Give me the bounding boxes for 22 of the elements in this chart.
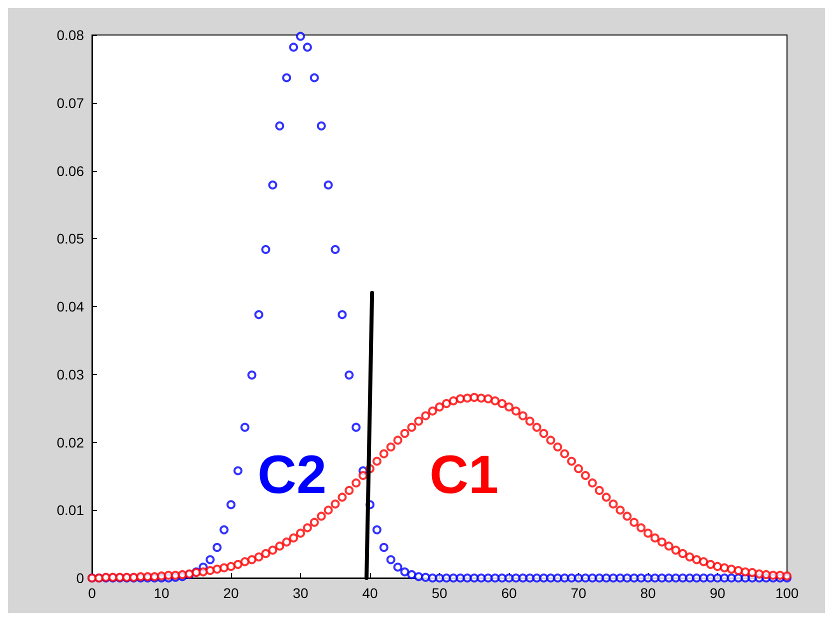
y-tick-label: 0.07 <box>56 94 84 111</box>
x-tick-label: 50 <box>432 585 448 601</box>
y-tick-label: 0.08 <box>56 27 84 43</box>
y-tick-label: 0.03 <box>56 366 84 382</box>
x-tick-label: 100 <box>775 585 799 601</box>
x-tick-label: 20 <box>223 585 239 601</box>
x-tick-label: 10 <box>154 585 170 601</box>
x-tick-label: 40 <box>362 585 378 601</box>
y-tick-label: 0.02 <box>56 434 84 450</box>
x-tick-label: 70 <box>570 585 586 601</box>
x-tick-label: 30 <box>292 585 308 601</box>
x-tick-label: 0 <box>88 585 96 601</box>
annotation: C2 <box>257 445 327 505</box>
y-tick-label: 0.05 <box>56 230 84 247</box>
y-tick-label: 0.04 <box>56 298 84 314</box>
y-tick-label: 0 <box>76 570 84 586</box>
x-tick-label: 60 <box>501 585 517 601</box>
x-tick-label: 80 <box>640 585 656 601</box>
y-tick-label: 0.01 <box>56 502 84 518</box>
y-tick-label: 0.06 <box>56 162 84 179</box>
annotation: C1 <box>429 445 499 505</box>
x-tick-label: 90 <box>710 585 726 601</box>
